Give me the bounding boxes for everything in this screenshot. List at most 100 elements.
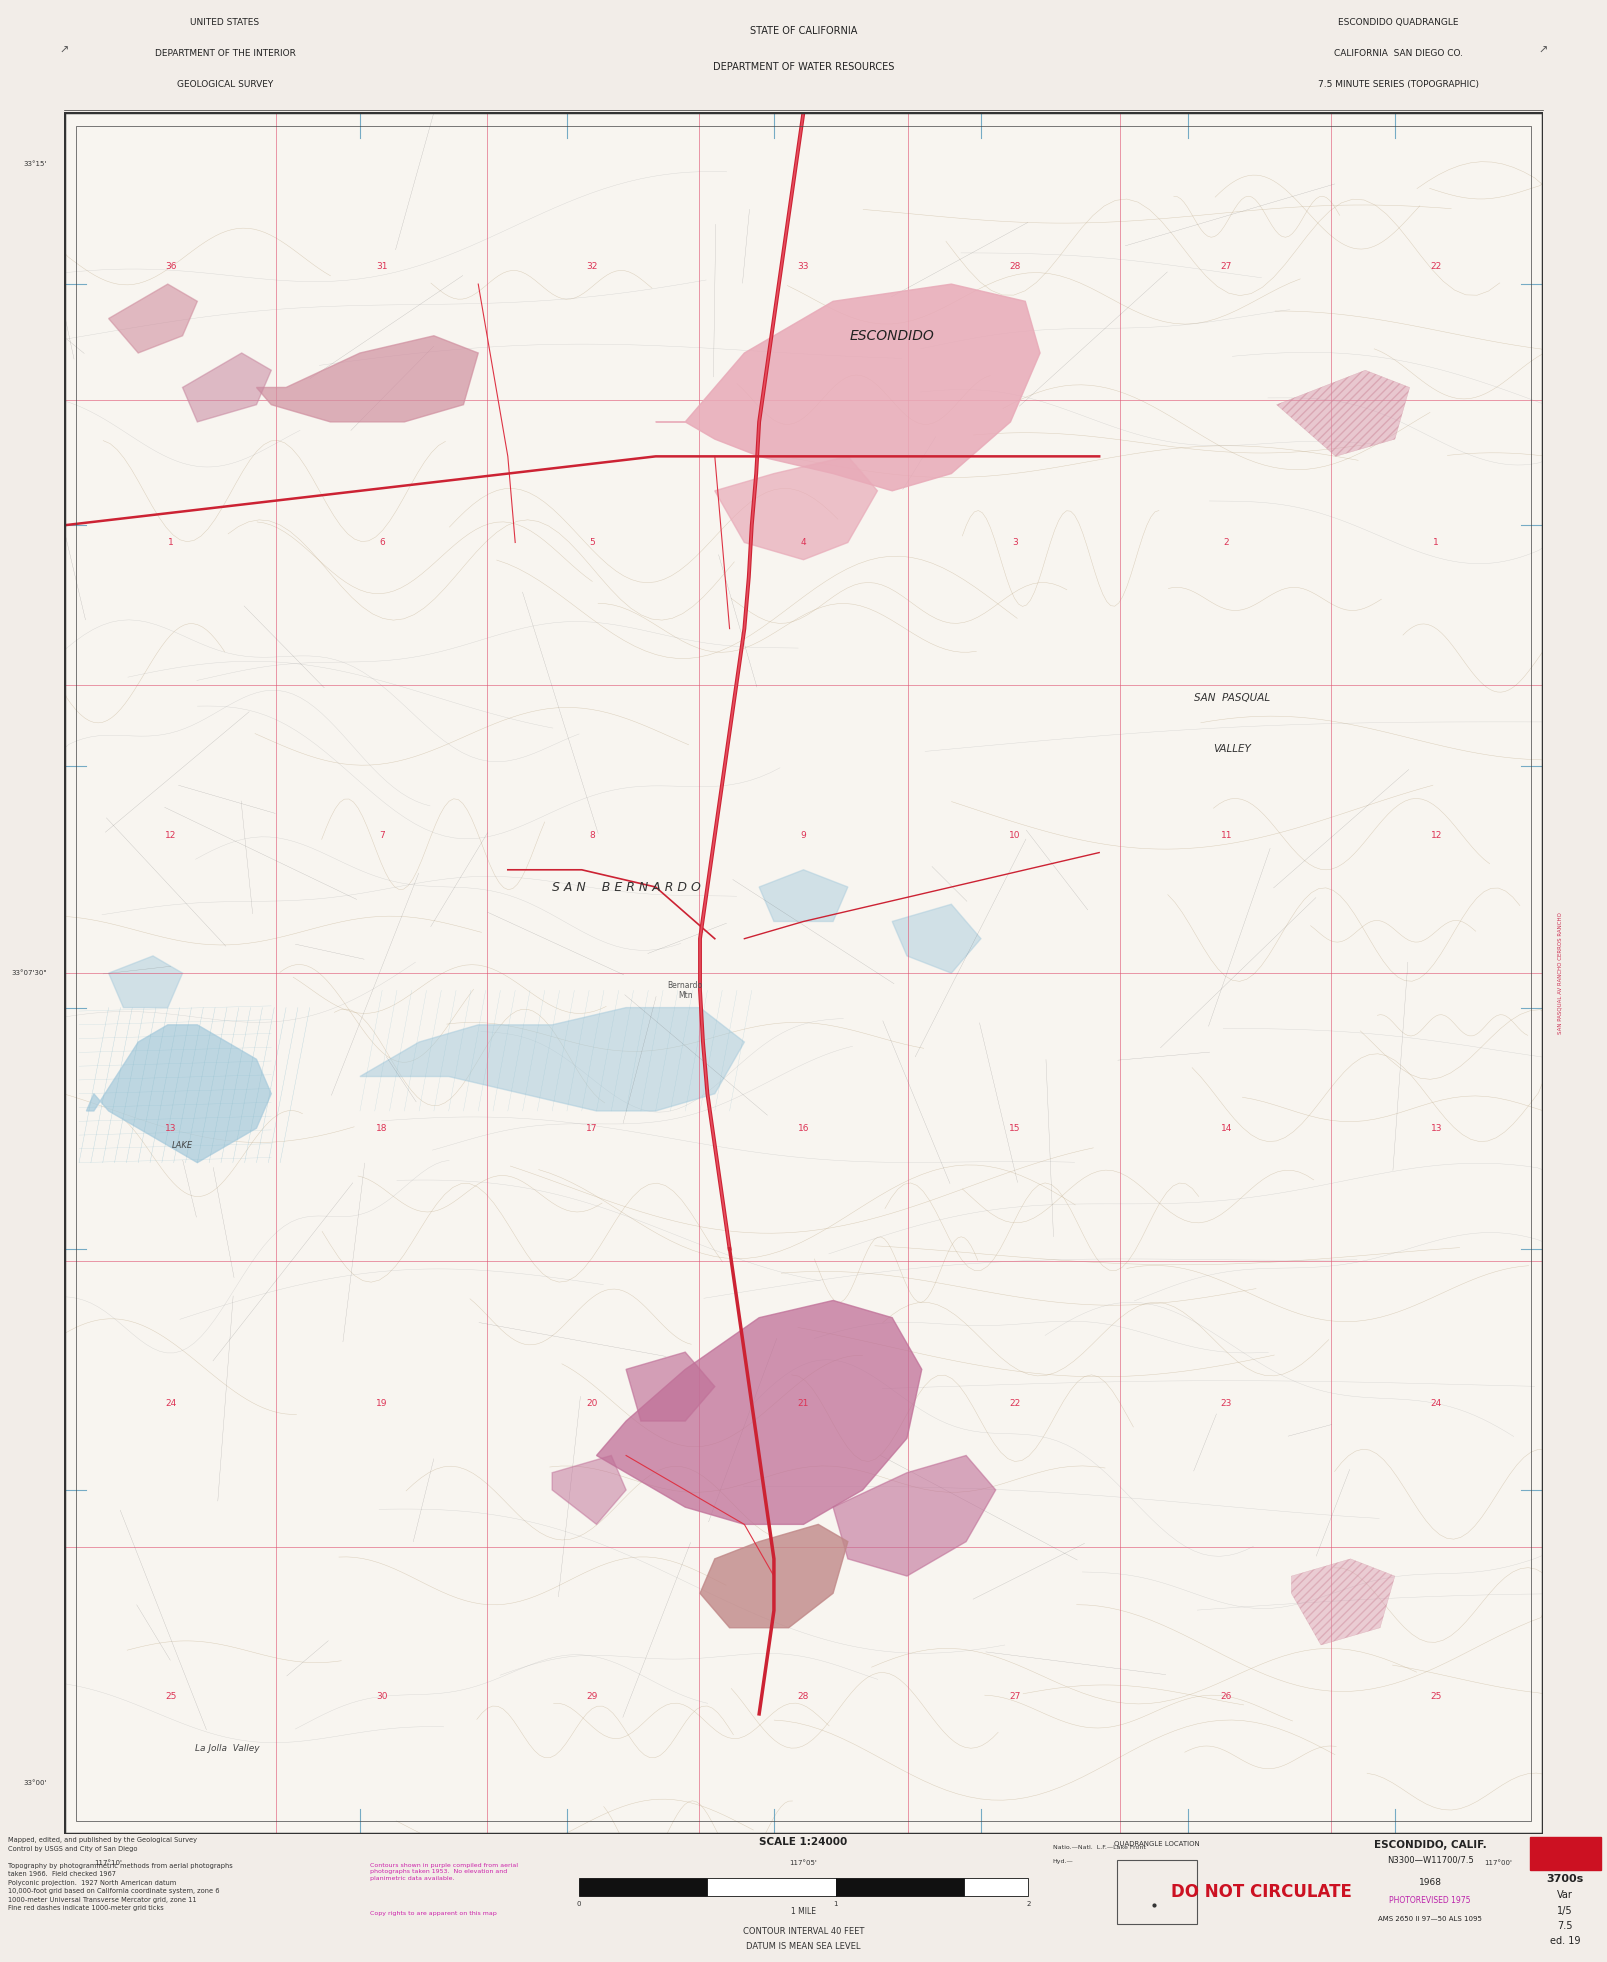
Text: QUADRANGLE LOCATION: QUADRANGLE LOCATION [1114,1840,1200,1846]
Text: 117°05': 117°05' [789,1860,818,1866]
Text: SAN PASQUAL AV RANCHO CERROS RANCHO: SAN PASQUAL AV RANCHO CERROS RANCHO [1557,912,1562,1034]
Polygon shape [701,1524,848,1628]
Text: 17: 17 [587,1124,598,1132]
Text: 28: 28 [1009,263,1020,271]
Text: La Jolla  Valley: La Jolla Valley [194,1744,259,1752]
Text: 6: 6 [379,538,386,547]
Text: 24: 24 [166,1399,177,1409]
Text: 25: 25 [166,1691,177,1701]
Text: 1: 1 [167,538,174,547]
Polygon shape [360,1008,744,1110]
Text: Copy rights to are apparent on this map: Copy rights to are apparent on this map [370,1911,497,1917]
Text: S A N    B E R N A R D O: S A N B E R N A R D O [551,881,701,893]
Polygon shape [109,284,198,353]
Text: 25: 25 [1430,1691,1441,1701]
Text: VALLEY: VALLEY [1213,744,1252,753]
Text: ESCONDIDO QUADRANGLE: ESCONDIDO QUADRANGLE [1339,18,1458,27]
Text: 21: 21 [797,1399,810,1409]
Text: 30: 30 [376,1691,387,1701]
Text: 27: 27 [1221,263,1233,271]
Text: 1: 1 [834,1901,837,1907]
Polygon shape [109,955,183,1008]
Text: 10: 10 [1009,830,1020,840]
Text: UNITED STATES: UNITED STATES [190,18,260,27]
Text: Mapped, edited, and published by the Geological Survey
Control by USGS and City : Mapped, edited, and published by the Geo… [8,1836,233,1911]
Text: DEPARTMENT OF WATER RESOURCES: DEPARTMENT OF WATER RESOURCES [714,63,893,73]
Text: PHOTOREVISED 1975: PHOTOREVISED 1975 [1390,1897,1470,1905]
Polygon shape [892,904,980,973]
Text: 9: 9 [800,830,807,840]
Text: 14: 14 [1221,1124,1233,1132]
Polygon shape [656,284,1040,490]
Polygon shape [1292,1560,1395,1644]
Text: 16: 16 [797,1124,810,1132]
Bar [836,1878,964,1895]
Text: Bernardo
Mtn: Bernardo Mtn [667,981,702,1001]
Text: 31: 31 [376,263,387,271]
Polygon shape [627,1352,715,1420]
Text: 36: 36 [166,263,177,271]
Text: 7: 7 [379,830,386,840]
Text: 11: 11 [1221,830,1233,840]
Polygon shape [87,1024,272,1163]
Text: ↗: ↗ [1538,45,1548,55]
Text: ed. 19: ed. 19 [1551,1936,1580,1946]
Text: 0: 0 [577,1901,580,1907]
Text: 20: 20 [587,1399,598,1409]
Text: 5: 5 [590,538,595,547]
Text: CONTOUR INTERVAL 40 FEET: CONTOUR INTERVAL 40 FEET [742,1927,865,1936]
Text: 12: 12 [166,830,177,840]
Polygon shape [183,353,272,422]
Text: 32: 32 [587,263,598,271]
Text: LAKE: LAKE [172,1142,193,1150]
Text: 7.5: 7.5 [1557,1921,1573,1931]
Text: 33: 33 [797,263,810,271]
Text: 22: 22 [1430,263,1441,271]
Polygon shape [715,457,877,559]
Text: Natio.—Natl.  L.F.—Lake Front: Natio.—Natl. L.F.—Lake Front [1053,1844,1146,1850]
Text: 23: 23 [1221,1399,1233,1409]
Text: CALIFORNIA  SAN DIEGO CO.: CALIFORNIA SAN DIEGO CO. [1334,49,1462,59]
Text: ↗: ↗ [59,45,69,55]
Bar [707,1878,836,1895]
Polygon shape [759,869,848,922]
Text: 24: 24 [1430,1399,1441,1409]
Text: 33°00': 33°00' [22,1780,47,1785]
Text: 27: 27 [1009,1691,1020,1701]
Text: 2: 2 [1223,538,1229,547]
Text: 33°15': 33°15' [22,161,47,167]
Text: 117°10': 117°10' [95,1860,122,1866]
Text: 1: 1 [1433,538,1440,547]
Polygon shape [1276,371,1409,457]
Text: 15: 15 [1009,1124,1020,1132]
Text: 12: 12 [1430,830,1441,840]
Text: REFERENCE
REF.: REFERENCE REF. [1543,1846,1588,1858]
Text: GEOLOGICAL SURVEY: GEOLOGICAL SURVEY [177,80,273,90]
Text: Var: Var [1557,1889,1573,1901]
Text: AMS 2650 II 97—50 ALS 1095: AMS 2650 II 97—50 ALS 1095 [1379,1917,1482,1923]
Text: DEPARTMENT OF THE INTERIOR: DEPARTMENT OF THE INTERIOR [154,49,296,59]
Bar [1117,1860,1197,1923]
Text: 1968: 1968 [1419,1878,1441,1887]
Polygon shape [257,336,479,422]
Bar [1530,1836,1601,1870]
Text: SCALE 1:24000: SCALE 1:24000 [760,1836,847,1846]
Text: Hyd.—: Hyd.— [1053,1858,1073,1864]
Text: 4: 4 [800,538,807,547]
Text: Contours shown in purple compiled from aerial
photographs taken 1953.  No elevat: Contours shown in purple compiled from a… [370,1862,517,1882]
Text: 26: 26 [1221,1691,1233,1701]
Text: DO NOT CIRCULATE: DO NOT CIRCULATE [1172,1884,1351,1901]
Text: 8: 8 [590,830,595,840]
Text: 3700s: 3700s [1546,1874,1585,1884]
Text: ESCONDIDO: ESCONDIDO [850,330,935,343]
Text: 13: 13 [166,1124,177,1132]
Text: 13: 13 [1430,1124,1441,1132]
Text: 1/5: 1/5 [1557,1905,1573,1915]
Bar [964,1878,1028,1895]
Text: 28: 28 [797,1691,810,1701]
Text: 1 MILE: 1 MILE [791,1907,816,1915]
Polygon shape [553,1456,627,1524]
Text: SAN  PASQUAL: SAN PASQUAL [1194,693,1270,702]
Text: 7.5 MINUTE SERIES (TOPOGRAPHIC): 7.5 MINUTE SERIES (TOPOGRAPHIC) [1318,80,1478,90]
Text: 18: 18 [376,1124,387,1132]
